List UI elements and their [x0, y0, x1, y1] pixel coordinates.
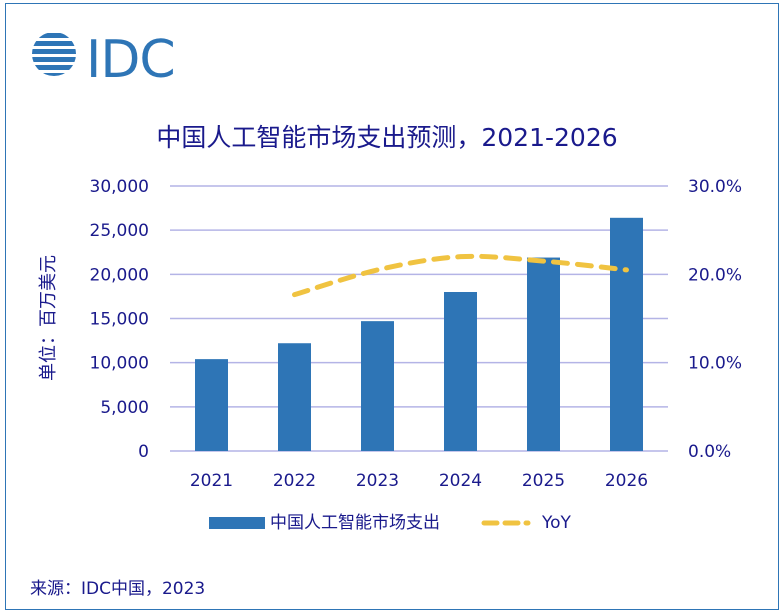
x-tick-label: 2026 [605, 471, 648, 491]
y-tick-label: 20,000 [90, 265, 149, 285]
x-tick-label: 2024 [439, 471, 482, 491]
idc-logo: IDC [32, 30, 176, 83]
x-tick-label: 2023 [356, 471, 399, 491]
legend-label-bars: 中国人工智能市场支出 [270, 513, 440, 533]
legend-label-yoy: YoY [541, 513, 572, 533]
globe-icon [32, 33, 76, 76]
chart-frame [5, 3, 779, 610]
chart-area: 30,000 25,000 20,000 15,000 10,000 5,000 0 30.… [38, 177, 742, 533]
source-note: 来源：IDC中国，2023 [30, 579, 206, 599]
y-tick-label: 15,000 [90, 310, 149, 330]
logo-text: IDC [86, 30, 175, 83]
legend: 中国人工智能市场支出 YoY [209, 513, 572, 533]
x-tick-label: 2021 [190, 471, 233, 491]
yoy-line [292, 253, 629, 298]
y-tick-label: 30,000 [90, 177, 149, 197]
y2-tick-label: 30.0% [688, 177, 742, 197]
bar [444, 292, 477, 451]
bar [278, 343, 311, 451]
y2-tick-label: 10.0% [688, 354, 742, 374]
bar [527, 257, 560, 451]
chart-title: 中国人工智能市场支出预测，2021-2026 [156, 123, 618, 152]
y-tick-label: 0 [138, 442, 149, 462]
y2-tick-label: 0.0% [688, 442, 731, 462]
legend-swatch-bars [209, 517, 265, 529]
y-tick-label: 10,000 [90, 354, 149, 374]
bar [195, 359, 228, 451]
y-axis-label: 单位：百万美元 [38, 255, 59, 381]
y-tick-label: 5,000 [100, 398, 149, 418]
y2-tick-label: 20.0% [688, 265, 742, 285]
x-tick-label: 2025 [522, 471, 565, 491]
x-tick-label: 2022 [273, 471, 316, 491]
bar [610, 217, 643, 451]
y-tick-label: 25,000 [90, 221, 149, 241]
bar [361, 321, 394, 451]
